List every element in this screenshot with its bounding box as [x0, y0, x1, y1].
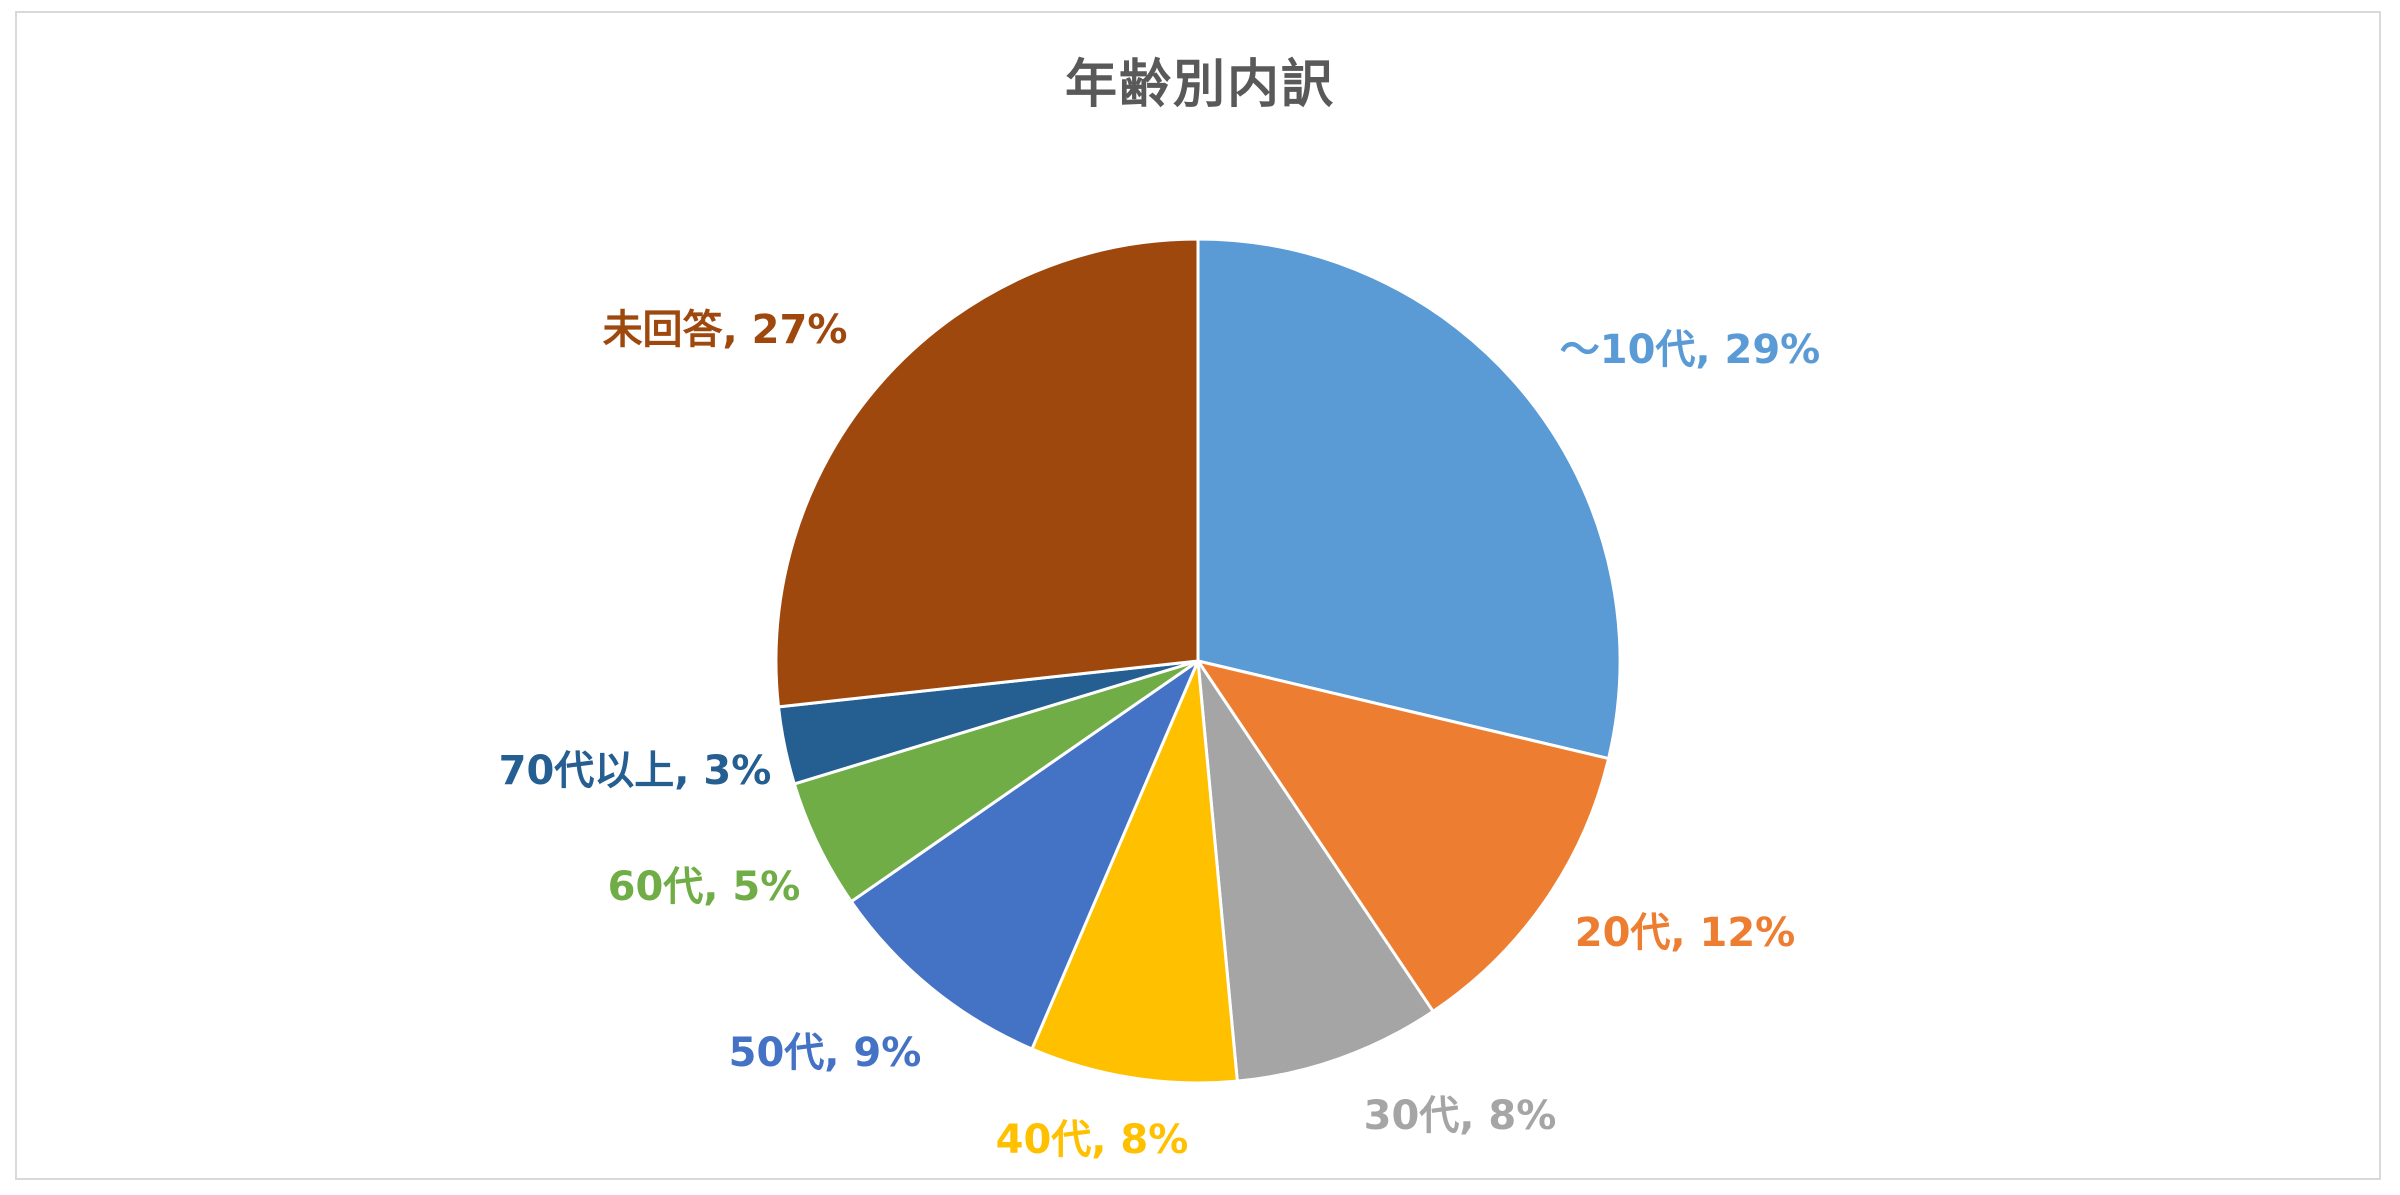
pie-slice-5 — [849, 659, 1200, 1051]
data-label-4: 40代, 8% — [996, 1117, 1189, 1163]
pie-slice-2 — [1196, 659, 1611, 1013]
data-label-5: 50代, 9% — [729, 1030, 922, 1076]
data-label-2: 20代, 12% — [1575, 910, 1796, 956]
data-label-3: 30代, 8% — [1364, 1093, 1557, 1139]
data-label-6: 60代, 5% — [608, 864, 801, 910]
data-label-8: 未回答, 27% — [603, 307, 848, 353]
data-label-1: ～10代, 29% — [1560, 327, 1821, 373]
pie-slice-4 — [1030, 659, 1239, 1085]
pie-slice-3 — [1196, 659, 1435, 1083]
pie-slice-8 — [774, 237, 1200, 709]
pie-slice-1 — [1196, 237, 1622, 761]
data-label-7: 70代以上, 3% — [499, 748, 772, 794]
chart-title: 年齢別内訳 — [1064, 55, 1335, 115]
